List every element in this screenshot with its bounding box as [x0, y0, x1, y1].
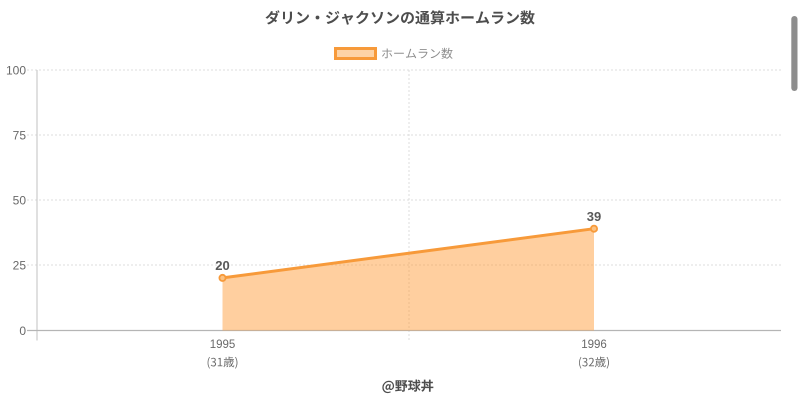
svg-text:50: 50 [13, 193, 27, 207]
svg-text:1996: 1996 [581, 339, 607, 351]
svg-text:100: 100 [6, 63, 26, 77]
svg-text:0: 0 [19, 324, 26, 338]
svg-text:25: 25 [13, 258, 27, 272]
svg-text:75: 75 [13, 128, 27, 142]
svg-text:1995: 1995 [210, 339, 236, 351]
svg-text:20: 20 [215, 258, 229, 273]
svg-text:39: 39 [587, 209, 601, 224]
